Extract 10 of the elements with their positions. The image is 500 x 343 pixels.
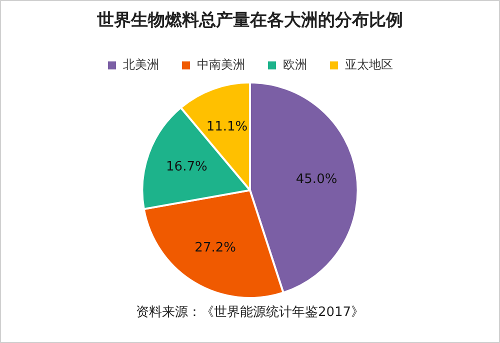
legend-label: 欧洲	[283, 58, 307, 72]
chart-title: 世界生物燃料总产量在各大洲的分布比例	[96, 10, 403, 31]
data-label: 45.0%	[296, 172, 338, 188]
legend-label: 中南美洲	[197, 58, 245, 72]
legend-label: 北美洲	[123, 58, 159, 72]
data-label: 27.2%	[194, 240, 236, 256]
data-label: 11.1%	[206, 119, 248, 134]
text: 资料来源：《世界能源统计年鉴2017》	[134, 304, 366, 321]
legend-label: 亚太地区	[345, 58, 393, 72]
data-label: 16.7%	[166, 160, 208, 175]
